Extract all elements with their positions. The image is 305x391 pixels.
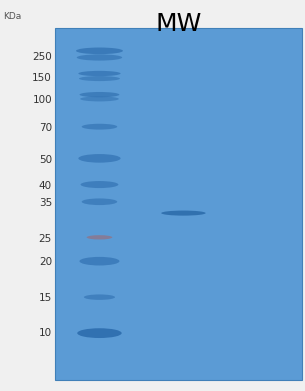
Ellipse shape [87, 235, 112, 240]
Text: 25: 25 [39, 233, 52, 244]
Text: KDa: KDa [3, 12, 21, 21]
Ellipse shape [80, 257, 120, 265]
Text: 50: 50 [39, 155, 52, 165]
Ellipse shape [77, 54, 122, 61]
Ellipse shape [78, 154, 120, 163]
Text: 35: 35 [39, 198, 52, 208]
Text: 70: 70 [39, 123, 52, 133]
Ellipse shape [82, 198, 117, 205]
Ellipse shape [80, 92, 119, 97]
Text: 40: 40 [39, 181, 52, 191]
Ellipse shape [79, 76, 120, 81]
Ellipse shape [78, 71, 120, 76]
Ellipse shape [82, 124, 117, 129]
Ellipse shape [77, 328, 122, 338]
FancyBboxPatch shape [55, 28, 302, 380]
Ellipse shape [84, 294, 115, 300]
Ellipse shape [76, 47, 123, 54]
Ellipse shape [80, 97, 119, 101]
Text: 15: 15 [39, 293, 52, 303]
Text: 250: 250 [32, 52, 52, 62]
Ellipse shape [81, 181, 118, 188]
Text: 150: 150 [32, 73, 52, 83]
Text: 100: 100 [32, 95, 52, 105]
Text: MW: MW [155, 12, 202, 36]
Ellipse shape [161, 210, 206, 216]
Text: 20: 20 [39, 257, 52, 267]
Text: 10: 10 [39, 328, 52, 338]
